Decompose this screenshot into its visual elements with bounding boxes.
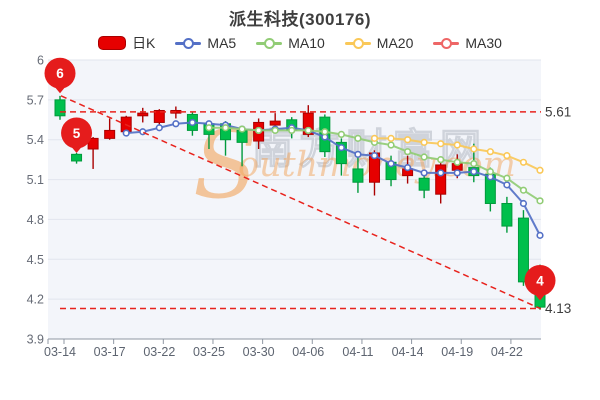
balloon-marker-6: 6 xyxy=(44,57,76,94)
balloon-marker-4: 4 xyxy=(524,264,556,301)
svg-text:4.5: 4.5 xyxy=(27,253,44,267)
legend-label: MA10 xyxy=(288,35,325,51)
ma10-marker-icon xyxy=(256,38,283,49)
chart-legend: 日K MA5 MA10 MA20 MA30 xyxy=(0,33,600,53)
svg-text:04-06: 04-06 xyxy=(292,345,324,359)
gridlines xyxy=(48,59,541,300)
legend-label: MA30 xyxy=(465,35,502,51)
x-axis: 03-14 03-17 03-22 03-25 03-30 04-06 04-11 04-14… xyxy=(44,338,541,359)
ma5-marker-icon xyxy=(175,38,202,49)
legend-item-ma5[interactable]: MA5 xyxy=(175,35,236,51)
svg-text:03-17: 03-17 xyxy=(94,345,126,359)
svg-text:5.7: 5.7 xyxy=(27,93,44,107)
ma20-marker-icon xyxy=(344,38,371,49)
balloon-marker-5: 5 xyxy=(61,117,93,153)
svg-text:04-19: 04-19 xyxy=(441,345,473,359)
ma30-marker-icon xyxy=(433,38,460,49)
ma10-line xyxy=(205,124,544,205)
svg-text:03-30: 03-30 xyxy=(243,345,275,359)
svg-text:4: 4 xyxy=(536,273,544,288)
legend-item-ma30[interactable]: MA30 xyxy=(433,35,502,51)
chart-title: 派生科技(300176) xyxy=(228,10,372,29)
svg-text:4.2: 4.2 xyxy=(27,293,44,307)
svg-text:03-14: 03-14 xyxy=(44,345,76,359)
support-value-label: 4.13 xyxy=(545,301,571,316)
svg-text:04-11: 04-11 xyxy=(342,345,373,359)
annotation-lines xyxy=(60,95,541,310)
trend-line xyxy=(60,95,541,310)
svg-text:5.1: 5.1 xyxy=(27,173,44,187)
svg-text:6: 6 xyxy=(56,66,64,81)
candle-swatch-icon xyxy=(98,36,127,50)
svg-text:5: 5 xyxy=(73,126,81,141)
legend-item-ma20[interactable]: MA20 xyxy=(344,35,414,51)
legend-item-daily-k[interactable]: 日K xyxy=(98,33,155,53)
svg-text:03-22: 03-22 xyxy=(143,345,175,359)
svg-text:03-25: 03-25 xyxy=(193,345,225,359)
svg-text:04-14: 04-14 xyxy=(392,345,424,359)
legend-label: MA20 xyxy=(376,35,414,51)
svg-text:5.4: 5.4 xyxy=(27,133,44,147)
ma20-line xyxy=(370,134,544,174)
legend-label: MA5 xyxy=(207,35,237,51)
svg-text:6: 6 xyxy=(37,54,44,68)
svg-text:04-22: 04-22 xyxy=(491,345,523,359)
legend-item-ma10[interactable]: MA10 xyxy=(256,35,325,51)
resistance-value-label: 5.61 xyxy=(545,104,571,119)
svg-text:3.9: 3.9 xyxy=(27,333,44,347)
y-axis-labels: 6 5.7 5.4 5.1 4.8 4.5 4.2 3.9 xyxy=(27,54,44,347)
svg-text:4.8: 4.8 xyxy=(27,213,44,227)
legend-label: 日K xyxy=(132,35,156,51)
